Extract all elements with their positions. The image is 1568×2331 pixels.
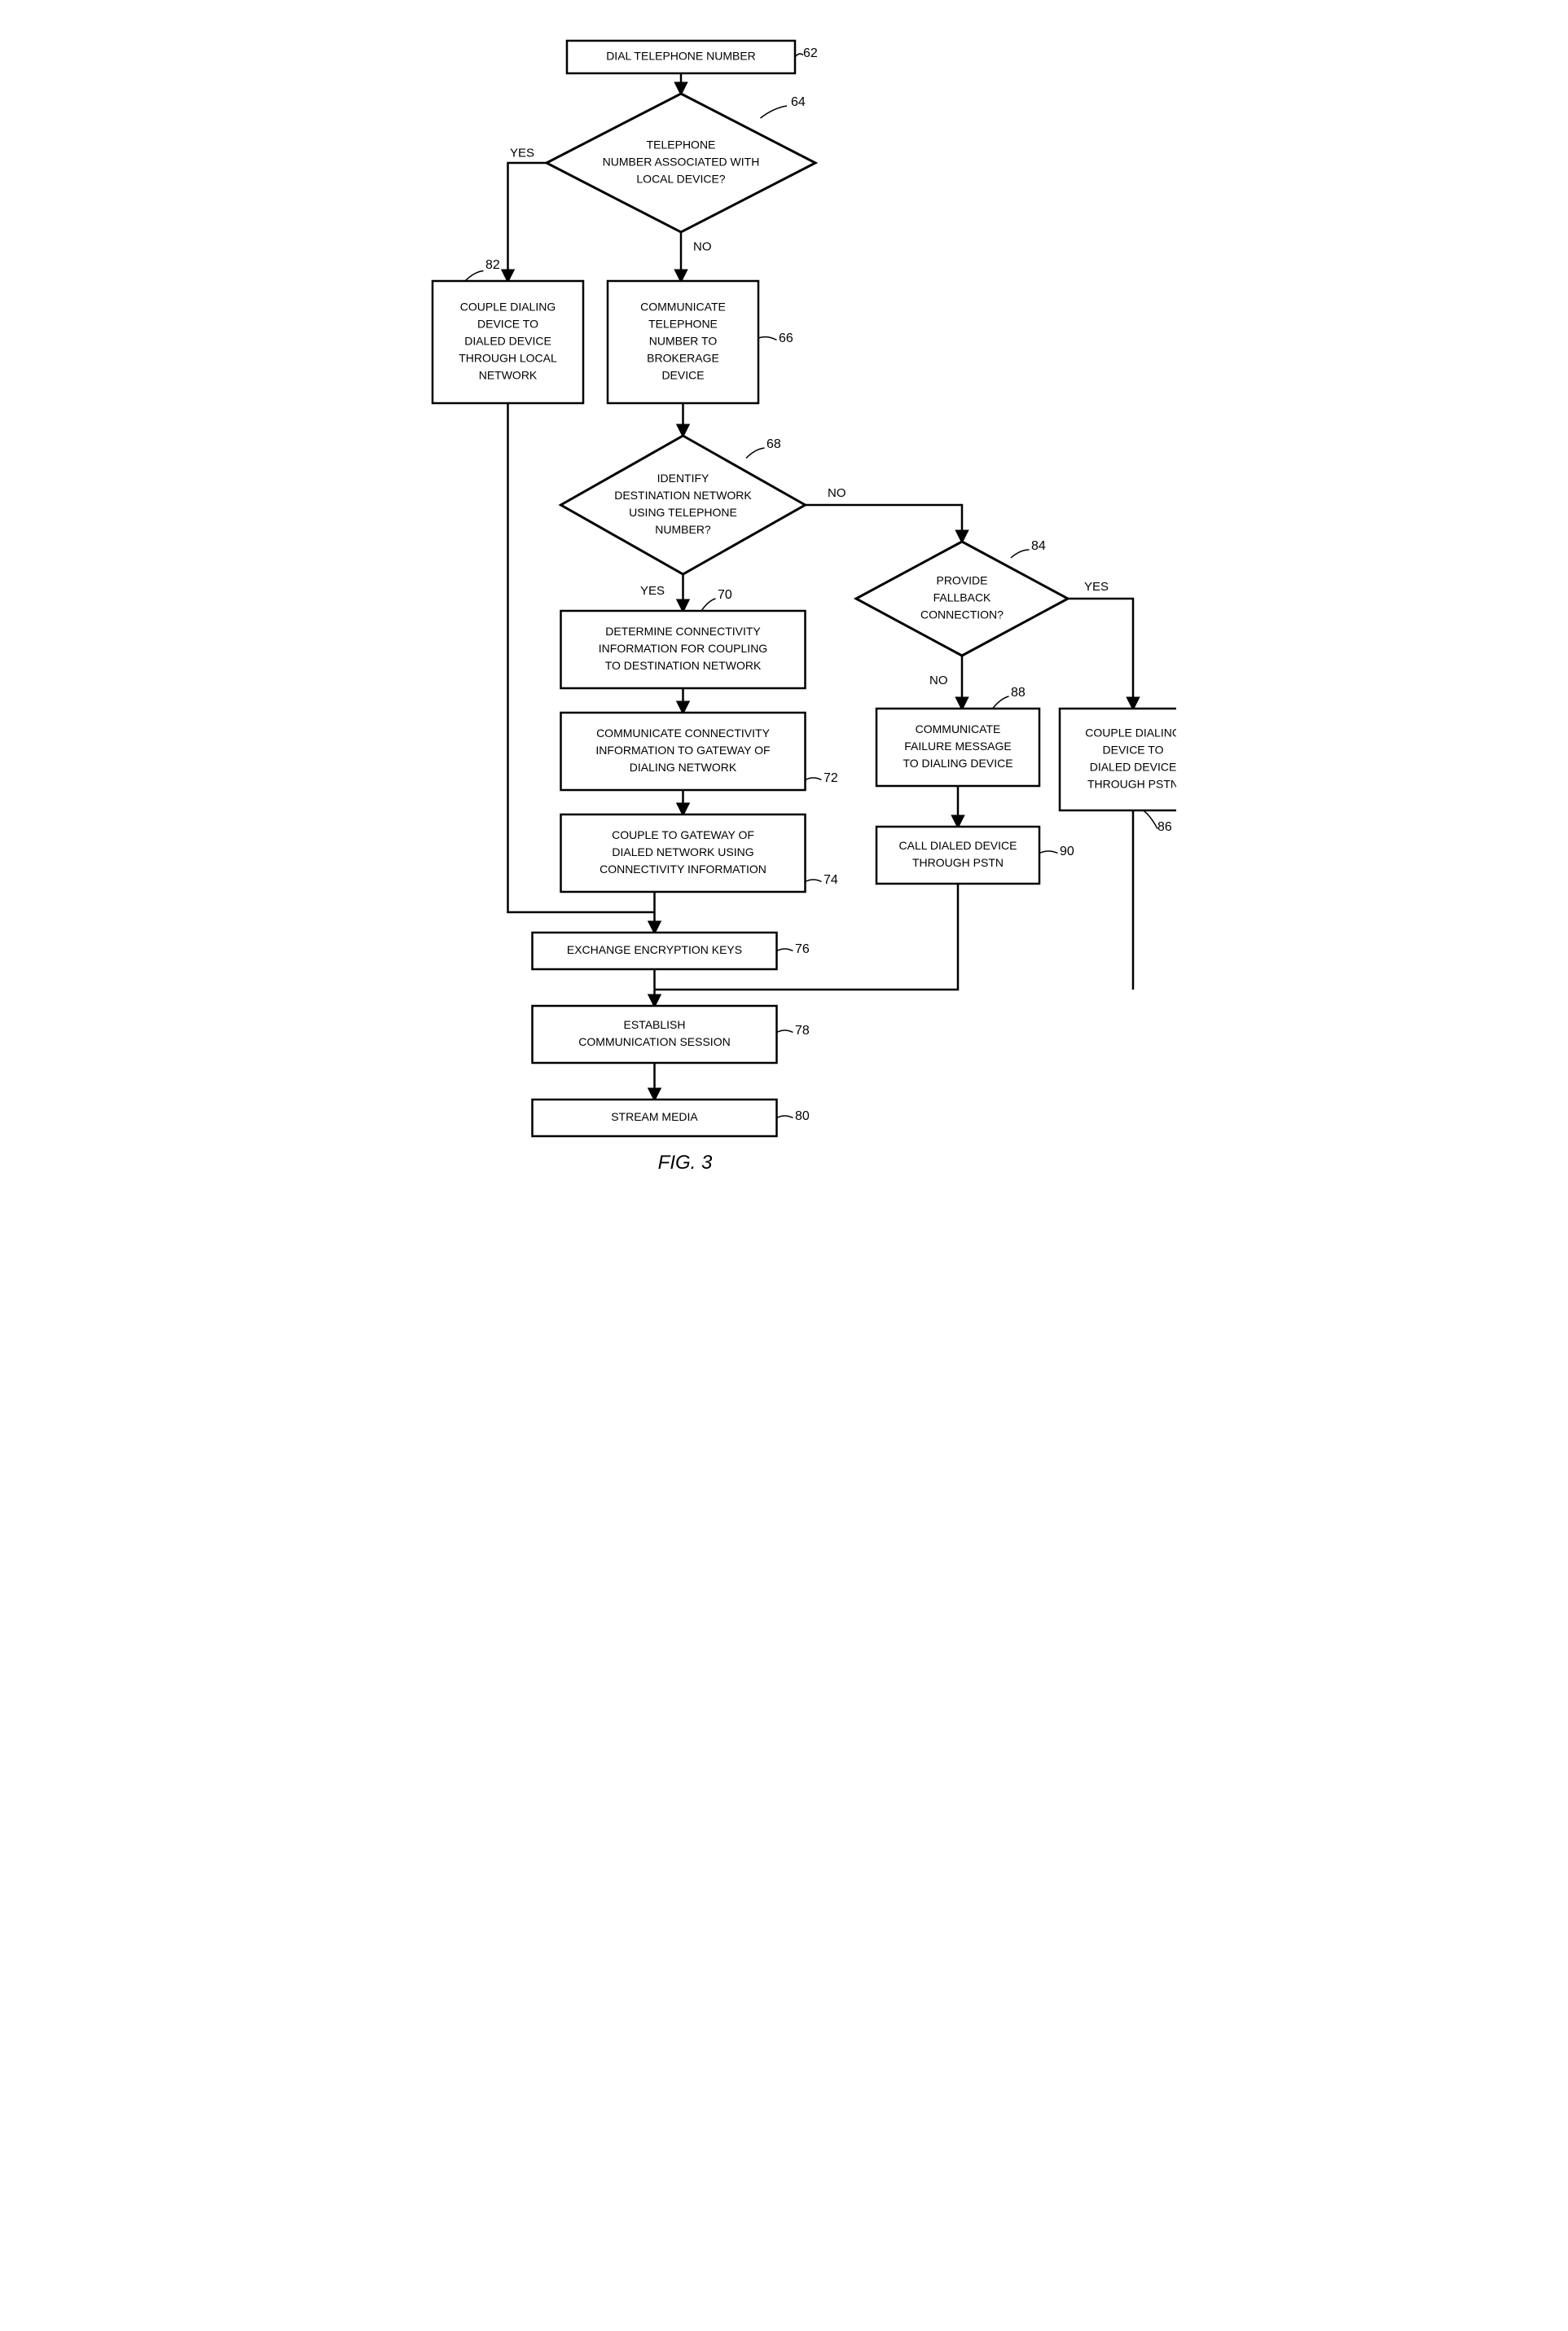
node-text-n64-0: TELEPHONE: [647, 138, 716, 151]
ref-n72: 72: [824, 771, 838, 785]
node-text-n76-0: EXCHANGE ENCRYPTION KEYS: [567, 943, 742, 956]
ref-n82: 82: [485, 258, 500, 272]
ref-n84: 84: [1031, 539, 1046, 553]
ref-n86: 86: [1157, 820, 1172, 834]
node-text-n74-1: DIALED NETWORK USING: [613, 845, 754, 858]
node-text-n78-1: COMMUNICATION SESSION: [579, 1035, 731, 1048]
node-text-n86-3: THROUGH PSTN: [1087, 778, 1176, 791]
node-n62: DIAL TELEPHONE NUMBER: [567, 41, 795, 73]
node-n88: COMMUNICATE FAILURE MESSAGE TO DIALING DEV…: [876, 709, 1039, 786]
node-text-n82-4: NETWORK: [479, 369, 538, 382]
node-text-n66-4: DEVICE: [662, 369, 705, 382]
ref-n78: 78: [795, 1024, 810, 1038]
ref-leader-n62: [795, 54, 803, 57]
node-text-n74-0: COUPLE TO GATEWAY OF: [612, 828, 754, 841]
node-text-n90-0: CALL DIALED DEVICE: [899, 839, 1017, 852]
ref-leader-n64: [761, 106, 788, 118]
node-text-n66-0: COMMUNICATE: [640, 301, 726, 314]
node-text-n82-1: DEVICE TO: [477, 318, 538, 331]
ref-n64: 64: [791, 95, 806, 109]
node-text-n72-1: INFORMATION TO GATEWAY OF: [596, 744, 771, 757]
node-text-n70-1: INFORMATION FOR COUPLING: [599, 642, 767, 655]
ref-leader-n68: [746, 448, 765, 459]
node-text-n68-3: NUMBER?: [656, 523, 712, 536]
ref-leader-n66: [758, 337, 777, 340]
node-n64: TELEPHONE NUMBER ASSOCIATED WITH LOCAL DEV…: [547, 94, 815, 232]
node-text-n88-2: TO DIALING DEVICE: [903, 757, 1013, 770]
node-text-n82-2: DIALED DEVICE: [464, 335, 551, 348]
edge-label-n64-n66: NO: [693, 240, 712, 254]
node-text-n82-3: THROUGH LOCAL: [459, 352, 557, 365]
node-n68: IDENTIFY DESTINATION NETWORK USING TELEPHO…: [561, 436, 806, 574]
edge-label-n64-n82: YES: [510, 147, 534, 160]
node-text-n72-2: DIALING NETWORK: [630, 761, 737, 774]
ref-leader-n82: [465, 271, 484, 282]
node-n86: COUPLE DIALING DEVICE TO DIALED DEVICE THRO…: [1060, 709, 1176, 810]
node-n84: PROVIDE FALLBACK CONNECTION?: [856, 542, 1068, 656]
node-n80: STREAM MEDIA: [533, 1100, 777, 1136]
node-text-n90-1: THROUGH PSTN: [912, 856, 1004, 869]
node-text-n88-0: COMMUNICATE: [916, 722, 1001, 735]
node-text-n66-1: TELEPHONE: [648, 318, 718, 331]
ref-leader-n80: [777, 1116, 793, 1118]
node-n78: ESTABLISH COMMUNICATION SESSION: [533, 1006, 777, 1063]
node-n74: COUPLE TO GATEWAY OF DIALED NETWORK USING…: [561, 814, 806, 892]
node-text-n66-2: NUMBER TO: [649, 335, 718, 348]
ref-leader-n78: [777, 1030, 793, 1033]
ref-leader-n72: [806, 778, 822, 780]
node-n66: COMMUNICATE TELEPHONE NUMBER TO BROKERAGE DE…: [608, 281, 758, 403]
edge-label-n84-n86: YES: [1084, 580, 1109, 594]
ref-n80: 80: [795, 1109, 810, 1123]
node-text-n78-0: ESTABLISH: [624, 1018, 686, 1031]
ref-n62: 62: [803, 46, 818, 60]
ref-n76: 76: [795, 942, 810, 956]
node-n76: EXCHANGE ENCRYPTION KEYS: [533, 933, 777, 969]
ref-n90: 90: [1060, 845, 1074, 858]
ref-leader-n88: [993, 696, 1009, 709]
node-text-n84-2: CONNECTION?: [920, 608, 1004, 621]
ref-n68: 68: [766, 437, 781, 451]
node-text-n88-1: FAILURE MESSAGE: [905, 740, 1012, 753]
node-text-n86-2: DIALED DEVICE: [1090, 761, 1176, 774]
ref-n66: 66: [779, 331, 793, 345]
ref-leader-n84: [1011, 550, 1030, 558]
node-text-n68-1: DESTINATION NETWORK: [614, 489, 752, 502]
ref-leader-n70: [701, 599, 716, 611]
node-text-n70-2: TO DESTINATION NETWORK: [605, 659, 762, 672]
node-n82: COUPLE DIALING DEVICE TO DIALED DEVICE THRO…: [433, 281, 583, 403]
node-text-n72-0: COMMUNICATE CONNECTIVITY: [596, 727, 771, 740]
node-text-n66-3: BROKERAGE: [647, 352, 719, 365]
figure-label: FIG. 3: [658, 1152, 713, 1174]
ref-n74: 74: [824, 873, 838, 887]
node-n90: CALL DIALED DEVICE THROUGH PSTN: [876, 827, 1039, 884]
edge-n68-n84: [806, 505, 963, 542]
edge-label-n84-n88: NO: [929, 674, 948, 687]
node-text-n64-2: LOCAL DEVICE?: [637, 173, 726, 186]
node-text-n86-1: DEVICE TO: [1103, 744, 1164, 757]
node-text-n84-0: PROVIDE: [937, 574, 988, 587]
node-text-n68-0: IDENTIFY: [657, 472, 709, 485]
node-text-n74-2: CONNECTIVITY INFORMATION: [600, 863, 766, 876]
node-text-n86-0: COUPLE DIALING: [1086, 727, 1176, 740]
ref-leader-n76: [777, 949, 793, 951]
node-n72: COMMUNICATE CONNECTIVITY INFORMATION TO G…: [561, 713, 806, 790]
edge-n84-n86: [1068, 599, 1133, 709]
node-text-n62-0: DIAL TELEPHONE NUMBER: [606, 50, 756, 63]
node-text-n70-0: DETERMINE CONNECTIVITY: [605, 625, 761, 638]
ref-n88: 88: [1011, 686, 1026, 700]
flowchart-diagram: YES NO YES NO NO YES DIAL TELEPHONE NUMBER 62 TE…: [392, 16, 1176, 1182]
ref-leader-n90: [1039, 851, 1058, 854]
node-text-n80-0: STREAM MEDIA: [611, 1110, 698, 1123]
node-text-n64-1: NUMBER ASSOCIATED WITH: [603, 156, 760, 169]
node-text-n84-1: FALLBACK: [933, 591, 991, 604]
node-n70: DETERMINE CONNECTIVITY INFORMATION FOR CO…: [561, 611, 806, 688]
edge-n64-n82: [508, 163, 547, 281]
node-text-n68-2: USING TELEPHONE: [629, 506, 737, 519]
ref-leader-n86: [1144, 810, 1158, 829]
ref-n70: 70: [718, 588, 732, 602]
node-text-n82-0: COUPLE DIALING: [460, 301, 556, 314]
ref-leader-n74: [806, 880, 822, 882]
edge-label-n68-n70: YES: [640, 584, 665, 598]
edge-label-n68-n84: NO: [828, 486, 846, 500]
